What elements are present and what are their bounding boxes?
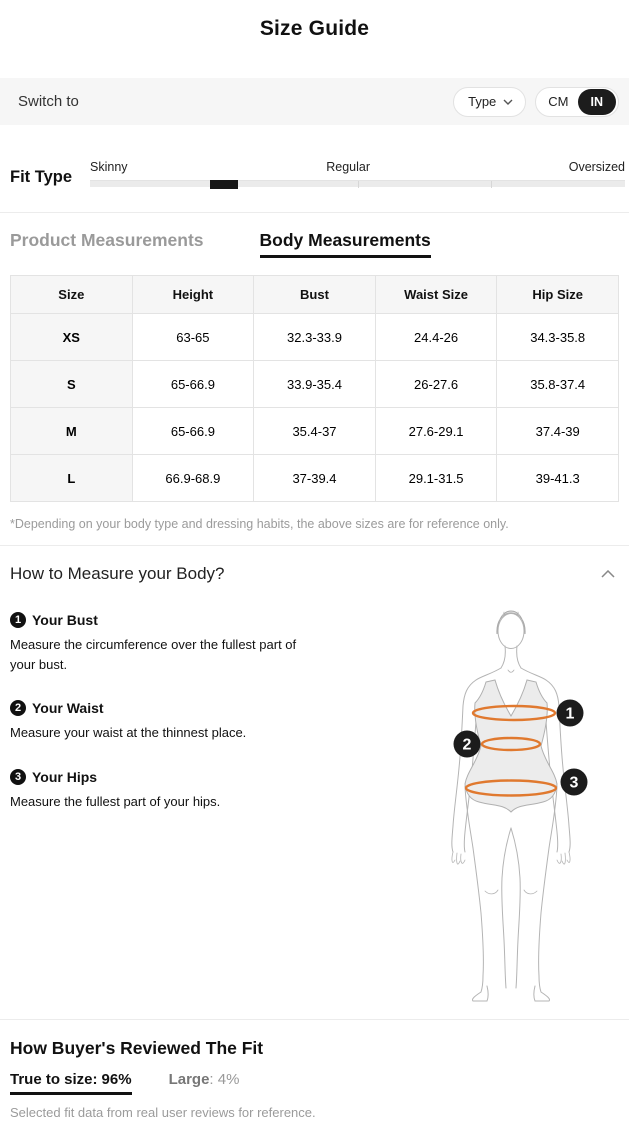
step-1-badge: 1 [10, 612, 26, 628]
column-header-height: Height [131, 275, 255, 314]
value-cell: 35.4-37 [253, 407, 376, 455]
size-cell: M [10, 407, 133, 455]
tab-body-measurements[interactable]: Body Measurements [259, 230, 431, 258]
diagram-badge-2: 2 [463, 737, 472, 754]
value-cell: 29.1-31.5 [374, 454, 498, 502]
stat-large[interactable]: Large: 4% [168, 1071, 240, 1088]
fit-type-handle[interactable] [209, 180, 238, 189]
unit-option-in[interactable]: IN [577, 88, 616, 115]
unit-option-cm[interactable]: CM [548, 94, 569, 109]
measure-section-header[interactable]: How to Measure your Body? [10, 564, 619, 584]
fit-review-title: How Buyer's Reviewed The Fit [10, 1038, 264, 1058]
chevron-up-icon[interactable] [601, 570, 615, 578]
fit-review-section: How Buyer's Reviewed The Fit True to siz… [0, 1038, 629, 1121]
value-cell: 32.3-33.9 [253, 313, 376, 361]
size-cell: XS [10, 313, 133, 361]
type-dropdown[interactable]: Type [453, 86, 527, 117]
diagram-badge-3: 3 [570, 775, 579, 792]
measure-item-title: Your Waist [32, 700, 104, 716]
column-header-size: Size [10, 275, 133, 314]
tab-product-measurements[interactable]: Product Measurements [10, 230, 204, 250]
step-2-badge: 2 [10, 700, 26, 716]
slider-tick [491, 181, 493, 188]
body-measurement-diagram-svg: 1 2 3 [451, 610, 588, 1002]
fit-option-skinny: Skinny [90, 160, 128, 174]
measure-item-desc: Measure the fullest part of your hips. [10, 793, 221, 809]
fit-option-regular: Regular [326, 160, 371, 174]
switch-to-label: Switch to [18, 93, 79, 110]
value-cell: 66.9-68.9 [131, 454, 255, 502]
fit-type-slider[interactable]: Skinny Regular Oversized [90, 160, 625, 189]
switch-bar: Switch to Type CM IN [0, 78, 629, 125]
measurement-tabs: Product Measurements Body Measurements [0, 230, 629, 258]
page-title: Size Guide [259, 17, 370, 40]
table-header-row: Size Height Bust Waist Size Hip Size [10, 275, 619, 314]
fit-option-oversized: Oversized [568, 160, 625, 174]
value-cell: 26-27.6 [374, 360, 498, 408]
value-cell: 35.8-37.4 [496, 360, 619, 408]
table-row: XS 63-65 32.3-33.9 24.4-26 34.3-35.8 [10, 313, 619, 361]
diagram-badge-1: 1 [566, 706, 575, 723]
column-header-hip: Hip Size [496, 275, 619, 314]
table-row: L 66.9-68.9 37-39.4 29.1-31.5 39-41.3 [10, 454, 619, 502]
value-cell: 34.3-35.8 [496, 313, 619, 361]
table-row: S 65-66.9 33.9-35.4 26-27.6 35.8-37.4 [10, 360, 619, 408]
measure-item-hips: 3 Your Hips Measure the fullest part of … [10, 768, 332, 812]
fit-type-label: Fit Type [10, 168, 73, 186]
value-cell: 37.4-39 [496, 407, 619, 455]
unit-toggle[interactable]: CM IN [535, 86, 619, 117]
stat-true-to-size[interactable]: True to size: 96% [10, 1071, 132, 1095]
value-cell: 65-66.9 [131, 360, 255, 408]
size-cell: S [10, 360, 133, 408]
fit-type-slider-track[interactable] [90, 180, 625, 189]
fit-type-slider-labels: Skinny Regular Oversized [90, 160, 625, 175]
measure-section: How to Measure your Body? 1 Your Bust Me… [0, 546, 629, 1008]
divider [0, 1019, 629, 1020]
measure-instructions: 1 Your Bust Measure the circumference ov… [10, 598, 332, 1008]
slider-tick [357, 181, 359, 188]
value-cell: 33.9-35.4 [253, 360, 376, 408]
divider [0, 545, 629, 546]
measure-item-title: Your Bust [32, 612, 98, 628]
value-cell: 24.4-26 [374, 313, 498, 361]
measure-item-waist: 2 Your Waist Measure your waist at the t… [10, 700, 332, 743]
type-dropdown-label: Type [468, 94, 497, 109]
body-diagram: 1 2 3 [429, 598, 619, 1008]
measure-item-title: Your Hips [32, 768, 98, 785]
size-cell: L [10, 454, 133, 502]
measure-content: 1 Your Bust Measure the circumference ov… [10, 598, 619, 1008]
measure-item-desc: Measure the circumference over the fulle… [10, 637, 297, 672]
step-3-badge: 3 [10, 768, 26, 785]
measure-section-title: How to Measure your Body? [10, 564, 225, 583]
size-disclaimer: *Depending on your body type and dressin… [10, 517, 509, 531]
value-cell: 27.6-29.1 [374, 407, 498, 455]
fit-review-stats: True to size: 96% Large: 4% [10, 1071, 619, 1095]
measure-item-bust: 1 Your Bust Measure the circumference ov… [10, 612, 332, 674]
table-row: M 65-66.9 35.4-37 27.6-29.1 37.4-39 [10, 407, 619, 455]
measure-item-desc: Measure your waist at the thinnest place… [10, 725, 247, 740]
column-header-bust: Bust [253, 275, 376, 314]
value-cell: 65-66.9 [131, 407, 255, 455]
fit-type-section: Fit Type Skinny Regular Oversized [0, 160, 629, 189]
value-cell: 63-65 [131, 313, 255, 361]
chevron-down-icon [503, 99, 513, 105]
divider [0, 212, 629, 213]
size-table: Size Height Bust Waist Size Hip Size XS … [10, 275, 619, 502]
fit-review-footnote: Selected fit data from real user reviews… [10, 1105, 316, 1120]
value-cell: 37-39.4 [253, 454, 376, 502]
switch-controls: Type CM IN [453, 86, 619, 117]
value-cell: 39-41.3 [496, 454, 619, 502]
column-header-waist: Waist Size [374, 275, 498, 314]
